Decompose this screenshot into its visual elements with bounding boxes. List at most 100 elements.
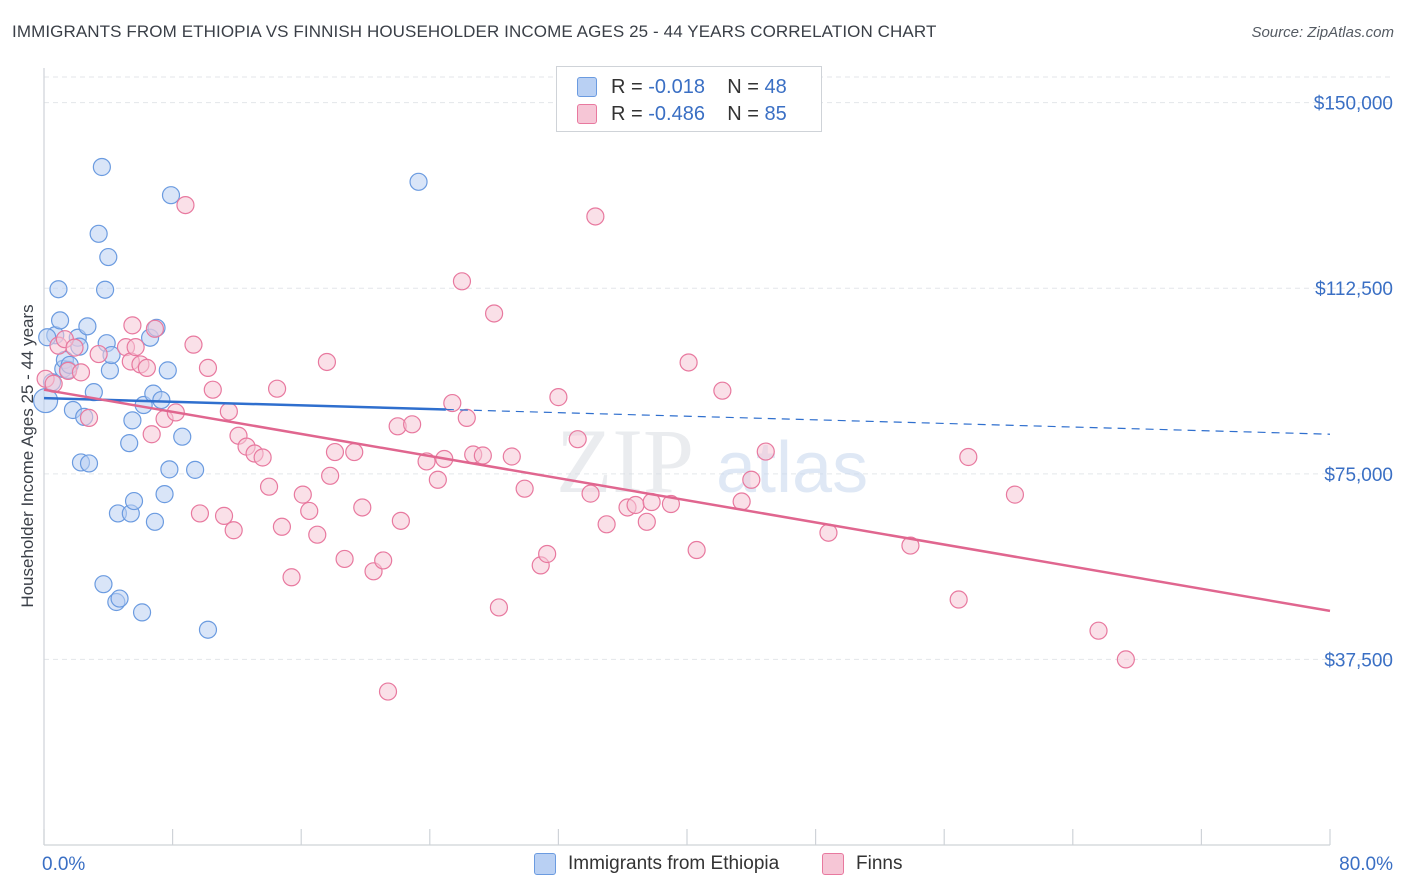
legend-r-value: -0.018 bbox=[648, 75, 705, 98]
ethiopia-point bbox=[99, 247, 118, 267]
ethiopia-point bbox=[49, 280, 68, 299]
legend-row-finns: R = -0.486 N = 85 bbox=[577, 101, 787, 127]
finns-point bbox=[687, 540, 706, 560]
finns-point bbox=[137, 358, 156, 378]
ethiopia-point bbox=[158, 361, 177, 380]
finns-point bbox=[253, 448, 272, 467]
y-axis-label: Householder Income Ages 25 - 44 years bbox=[18, 304, 37, 607]
finns-point bbox=[335, 549, 354, 569]
y-tick-label: $75,000 bbox=[1324, 465, 1393, 486]
finns-point bbox=[79, 408, 99, 427]
legend-swatch-ethiopia bbox=[577, 77, 597, 97]
finns-point bbox=[317, 352, 337, 372]
finns-point bbox=[123, 316, 142, 335]
finns-point bbox=[203, 380, 222, 399]
finns-point bbox=[756, 442, 775, 461]
legend-row-ethiopia: R = -0.018 N = 48 bbox=[577, 74, 787, 100]
y-tick-label: $37,500 bbox=[1324, 650, 1393, 671]
finns-point bbox=[378, 682, 398, 701]
finns-point bbox=[452, 272, 472, 291]
finns-point bbox=[581, 484, 600, 503]
finns-point bbox=[597, 515, 616, 534]
finns-point bbox=[282, 568, 301, 587]
ethiopia-point bbox=[110, 589, 129, 608]
ethiopia-point bbox=[92, 157, 111, 177]
finns-point bbox=[428, 470, 447, 489]
finns-point bbox=[515, 479, 534, 498]
legend-r-label: R = bbox=[611, 102, 643, 125]
finns-point bbox=[190, 504, 210, 523]
trend-line-finns bbox=[43, 388, 1331, 613]
bottom-legend-swatch-ethiopia bbox=[534, 853, 556, 875]
x-tick-max-label: 80.0% bbox=[1339, 854, 1393, 875]
finns-point bbox=[321, 466, 340, 485]
ethiopia-point bbox=[173, 427, 192, 446]
finns-point bbox=[71, 363, 91, 382]
finns-point bbox=[403, 415, 422, 434]
finns-point bbox=[568, 430, 587, 449]
legend-n-label: N = bbox=[727, 102, 759, 125]
finns-point bbox=[176, 195, 195, 215]
finns-point bbox=[353, 498, 372, 517]
ethiopia-point bbox=[132, 603, 152, 622]
ethiopia-point bbox=[186, 460, 205, 479]
ethiopia-point bbox=[160, 460, 179, 479]
finns-point bbox=[443, 393, 462, 413]
chart-title: IMMIGRANTS FROM ETHIOPIA VS FINNISH HOUS… bbox=[12, 22, 937, 41]
finns-point bbox=[308, 525, 327, 544]
legend-r-label: R = bbox=[611, 75, 643, 98]
ethiopia-point bbox=[79, 454, 99, 473]
ethiopia-point bbox=[161, 186, 181, 205]
finns-point bbox=[184, 335, 203, 354]
stats-legend: R = -0.018 N = 48 R = -0.486 N = 85 bbox=[556, 66, 822, 132]
ethiopia-point bbox=[124, 491, 144, 511]
finns-point bbox=[126, 338, 145, 357]
finns-point bbox=[142, 425, 161, 444]
legend-swatch-finns bbox=[577, 104, 597, 124]
finns-point bbox=[1089, 621, 1108, 640]
finns-point bbox=[145, 319, 165, 338]
bottom-legend-ethiopia: Immigrants from Ethiopia bbox=[534, 850, 779, 878]
finns-point bbox=[949, 590, 968, 609]
finns-point bbox=[713, 381, 732, 400]
finns-point bbox=[219, 402, 238, 421]
finns-point bbox=[661, 494, 681, 514]
ethiopia-point bbox=[120, 434, 139, 453]
finns-point bbox=[374, 551, 393, 570]
finns-point bbox=[742, 470, 761, 489]
finns-point bbox=[325, 442, 345, 462]
finns-point bbox=[901, 536, 920, 555]
finns-point bbox=[637, 512, 656, 531]
legend-n-label: N = bbox=[727, 75, 759, 98]
bottom-legend-label-finns: Finns bbox=[856, 853, 903, 874]
y-tick-label: $150,000 bbox=[1314, 94, 1393, 115]
finns-point bbox=[549, 388, 568, 407]
finns-point bbox=[538, 544, 557, 564]
finns-point bbox=[485, 304, 504, 323]
ethiopia-point bbox=[409, 172, 428, 191]
finns-point bbox=[224, 521, 243, 540]
finns-point bbox=[293, 485, 312, 504]
finns-point bbox=[259, 477, 279, 496]
finns-point bbox=[679, 353, 698, 372]
ethiopia-point bbox=[89, 224, 108, 243]
trend-lines bbox=[43, 388, 1331, 613]
finns-point bbox=[198, 358, 218, 378]
finns-point bbox=[1005, 485, 1025, 504]
ethiopia-point bbox=[123, 411, 142, 430]
bottom-legend-finns: Finns bbox=[822, 850, 902, 878]
source-credit: Source: ZipAtlas.com bbox=[1251, 24, 1394, 41]
finns-point bbox=[272, 517, 292, 536]
finns-point bbox=[300, 501, 319, 521]
finns-point bbox=[457, 408, 476, 427]
finns-point bbox=[489, 598, 509, 617]
ethiopia-point bbox=[78, 317, 97, 336]
finns-point bbox=[959, 447, 978, 467]
finns-point bbox=[502, 447, 521, 466]
axes bbox=[43, 68, 1331, 846]
finns-point bbox=[89, 344, 108, 364]
finns-point bbox=[214, 506, 234, 525]
finns-point bbox=[345, 442, 364, 462]
ethiopia-point bbox=[145, 512, 165, 531]
